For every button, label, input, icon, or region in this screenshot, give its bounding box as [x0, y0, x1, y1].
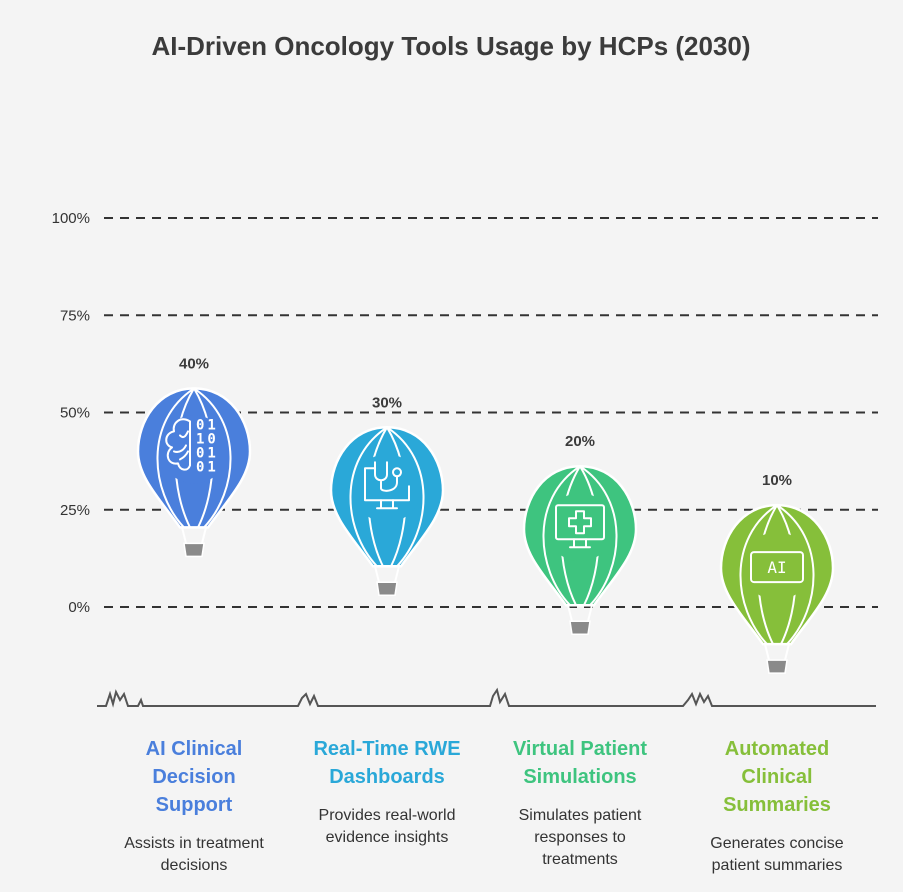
y-tick-label: 50%: [60, 405, 90, 422]
chart-title: AI-Driven Oncology Tools Usage by HCPs (…: [151, 31, 750, 61]
svg-text:01: 01: [196, 445, 219, 461]
y-tick-label: 25%: [60, 502, 90, 519]
balloon-ribs: [349, 426, 425, 567]
ground-line: [97, 687, 876, 708]
svg-text:01: 01: [196, 459, 219, 475]
balloon-ribs: [156, 387, 232, 529]
svg-text:10: 10: [196, 431, 219, 447]
balloon-ropes: [374, 566, 400, 583]
category-description: Provides real-world evidence insights: [318, 807, 456, 846]
balloon-ropes: [181, 527, 207, 544]
category-name: Virtual Patient Simulations: [512, 738, 648, 788]
balloon-basket: [569, 620, 591, 635]
icon-plate: [353, 454, 421, 523]
balloon-bar: 30%: [329, 394, 445, 597]
balloon-ribs: [739, 504, 815, 645]
balloon-basket: [766, 659, 788, 674]
category-name: Real-Time RWE Dashboards: [313, 738, 461, 788]
balloon-ropes: [764, 643, 790, 661]
category-description: Assists in treatment decisions: [124, 835, 264, 874]
monitor-stethoscope-icon: [364, 461, 410, 510]
category-description: Generates concise patient summaries: [710, 835, 844, 874]
category-label: Automated Clinical Summaries Generates conc…: [682, 735, 872, 877]
category-label: AI Clinical Decision Support Assists in tre…: [99, 735, 289, 877]
monitor-medical-cross-icon: [555, 504, 605, 549]
svg-text:01: 01: [196, 417, 219, 433]
value-label: 20%: [565, 433, 595, 450]
category-label: Real-Time RWE Dashboards Provides real-wor…: [292, 735, 482, 849]
value-label: 30%: [372, 394, 402, 411]
balloon-ropes: [567, 604, 593, 622]
y-tick-label: 100%: [52, 210, 90, 227]
balloon-bar: AI 10%: [719, 472, 835, 674]
value-label: 40%: [179, 355, 209, 372]
balloon-bar: 20%: [522, 433, 638, 635]
y-tick-label: 0%: [68, 599, 90, 616]
category-name: AI Clinical Decision Support: [145, 738, 243, 816]
svg-text:AI: AI: [767, 558, 786, 577]
y-tick-label: 75%: [60, 307, 90, 324]
category-label: Virtual Patient Simulations Simulates pati…: [485, 735, 675, 871]
balloon-basket: [183, 542, 205, 558]
category-description: Simulates patient responses to treatments: [518, 807, 642, 868]
balloon-ribs: [542, 465, 618, 606]
icon-plate: [160, 415, 228, 484]
value-label: 10%: [762, 472, 792, 489]
icon-plate: [546, 493, 614, 562]
category-name: Automated Clinical Summaries: [723, 738, 831, 816]
balloon-basket: [376, 581, 398, 597]
ai-chip-icon: AI: [750, 551, 804, 584]
